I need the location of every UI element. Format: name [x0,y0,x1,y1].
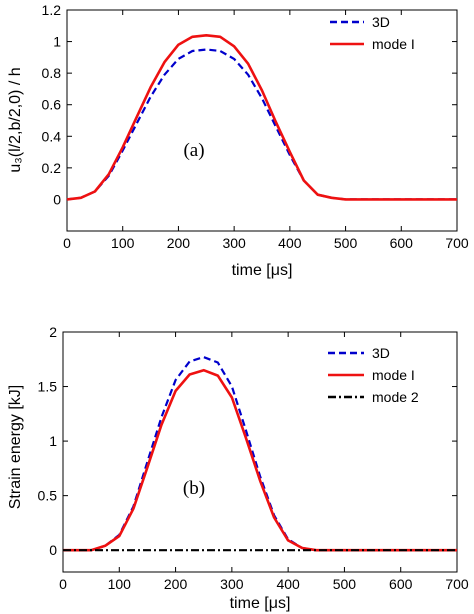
x-tick-label: 400 [276,576,300,592]
x-tick-label: 500 [333,576,357,592]
x-tick-label: 100 [108,576,132,592]
y-tick-label: 2 [49,324,57,340]
x-tick-label: 600 [389,576,413,592]
y-tick-label: 0.4 [42,128,62,144]
y-tick-label: 1 [53,34,61,50]
ticks-a: 0 100 200 300 400 500 600 700 0 0.2 0.4 0.6 0.8 1 1.2 [42,2,469,251]
ticks-b: 0 100 200 300 400 500 600 700 0 0.5 1 1.5 2 [38,324,469,592]
y-tick-label: 1.5 [38,379,58,395]
y-tick-label: 0.6 [42,97,62,113]
y-tick-label: 1.2 [42,2,62,18]
plot-area-b [62,331,458,573]
y-tick-label: 0.8 [42,65,62,81]
x-tick-label: 0 [59,576,67,592]
x-tick-label: 400 [278,235,302,251]
legend-label: mode I [372,367,415,383]
legend-b: 3D mode I mode 2 [328,345,419,405]
x-tick-label: 700 [445,235,469,251]
x-axis-label-b: time [μs] [230,595,291,612]
x-tick-label: 200 [164,576,188,592]
y-tick-label: 1 [49,433,57,449]
y-tick-label: 0 [49,542,57,558]
y-axis-label-b: Strain energy [kJ] [7,385,24,510]
panel-label-a: (a) [183,140,204,161]
x-tick-label: 600 [390,235,414,251]
x-tick-label: 300 [222,235,246,251]
panel-label-b: (b) [183,478,205,499]
legend-label: mode I [372,36,415,52]
panel-a: 0 100 200 300 400 500 600 70000.20.40.60.811.2 … [7,2,469,279]
legend-label: mode 2 [372,389,419,405]
legend-a: 3D mode I [330,14,415,52]
series-a [66,33,457,201]
series-line-mode-i [66,33,457,201]
y-tick-label: 0 [53,191,61,207]
legend-label: 3D [372,345,390,361]
x-tick-label: 700 [445,576,469,592]
x-tick-label: 200 [167,235,191,251]
y-tick-label: 0.5 [38,488,58,504]
series-b [63,356,457,552]
y-axis-label-a: u₃(l/2,b/2,0) / h [7,67,24,172]
x-tick-label: 0 [63,235,71,251]
y-tick-label: 0.2 [42,160,62,176]
x-axis-label-a: time [μs] [232,262,293,279]
x-tick-label: 300 [220,576,244,592]
plot-area-a [66,9,458,232]
panel-b: 0 100 200 300 400 500 600 700 0 0.5 1 1.5 2 time [μs… [7,324,469,612]
x-tick-label: 500 [334,235,358,251]
x-tick-label: 100 [111,235,135,251]
legend-label: 3D [372,14,390,30]
